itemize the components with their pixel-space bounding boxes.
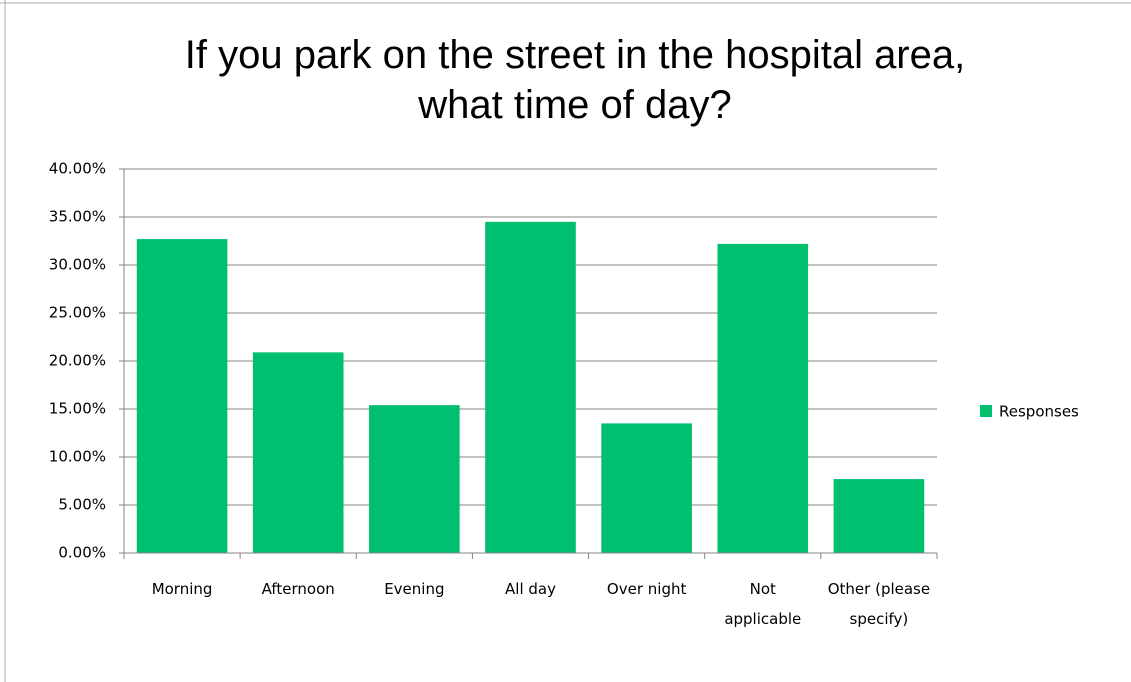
y-tick-label: 0.00% <box>58 544 106 562</box>
chart-title: If you park on the street in the hospita… <box>184 33 966 127</box>
x-tick-label: Morning <box>151 580 213 598</box>
bar <box>136 239 228 553</box>
x-tick-label: Afternoon <box>261 580 335 598</box>
bar <box>601 423 692 553</box>
y-tick-label: 35.00% <box>49 208 106 226</box>
bar <box>485 221 576 554</box>
x-tick-label: Over night <box>606 580 687 598</box>
x-tick-label: Not applicable <box>724 580 802 628</box>
bar <box>369 405 460 553</box>
y-tick-label: 30.00% <box>49 256 106 274</box>
legend-label: Responses <box>999 403 1079 421</box>
bar <box>833 479 925 553</box>
y-tick-label: 20.00% <box>49 352 106 370</box>
y-tick-label: 25.00% <box>49 304 106 322</box>
y-tick-label: 40.00% <box>49 160 106 178</box>
bar <box>252 352 344 553</box>
bar <box>717 243 809 553</box>
y-tick-label: 15.00% <box>49 400 106 418</box>
x-tick-label: Other (please specify) <box>827 580 931 628</box>
y-tick-label: 5.00% <box>58 496 106 514</box>
x-tick-label: Evening <box>384 580 445 598</box>
y-tick-label: 10.00% <box>49 448 106 466</box>
x-tick-label: All day <box>505 580 556 598</box>
legend-swatch <box>980 405 992 417</box>
